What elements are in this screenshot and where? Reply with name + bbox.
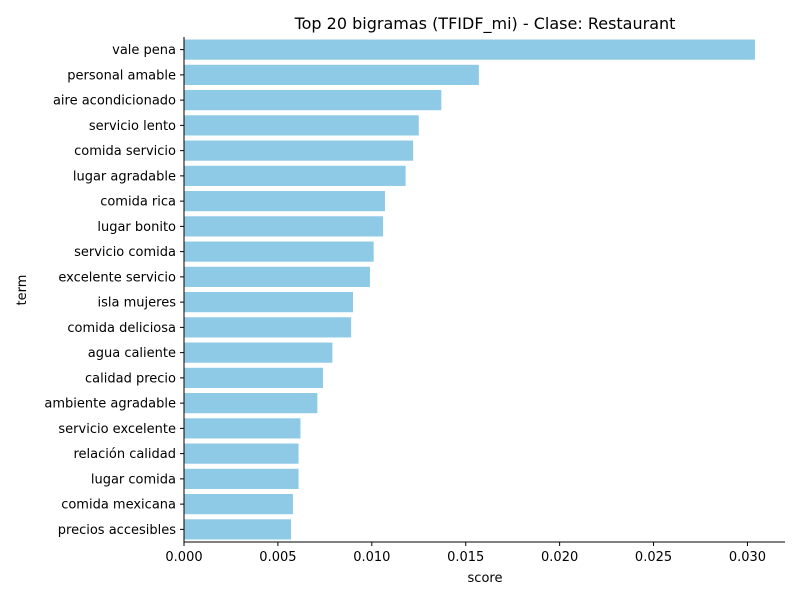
bar (184, 519, 292, 540)
bar (184, 367, 323, 388)
y-tick-label: relación calidad (73, 447, 176, 462)
bar (184, 266, 370, 287)
y-tick-label: agua caliente (88, 346, 176, 361)
x-tick-label: 0.025 (635, 550, 672, 565)
bar (184, 90, 442, 111)
y-tick-label: comida deliciosa (67, 321, 176, 336)
bar (184, 241, 374, 262)
bar (184, 140, 414, 161)
bar (184, 216, 384, 237)
x-tick-label: 0.000 (165, 550, 202, 565)
y-tick-label: calidad precio (85, 371, 176, 386)
bar (184, 494, 293, 515)
y-tick-label: lugar bonito (97, 220, 176, 235)
bar (184, 191, 385, 212)
y-tick-label: servicio lento (89, 119, 176, 134)
y-tick-label: ambiente agradable (44, 397, 176, 412)
bar (184, 115, 419, 136)
y-tick-label: vale pena (112, 43, 176, 58)
chart-title: Top 20 bigramas (TFIDF_mi) - Clase: Rest… (294, 14, 676, 34)
bar (184, 443, 299, 464)
y-tick-label: lugar agradable (73, 169, 176, 184)
bar (184, 64, 479, 85)
x-tick-label: 0.005 (259, 550, 296, 565)
y-tick-label: servicio comida (74, 245, 176, 260)
bar (184, 39, 755, 60)
bar (184, 393, 318, 414)
y-tick-label: personal amable (67, 68, 176, 83)
y-axis-ticks: vale pena personal amable aire acondiciona… (44, 43, 184, 538)
bar (184, 342, 333, 363)
y-tick-label: precios accesibles (58, 523, 176, 538)
y-tick-label: isla mujeres (98, 296, 177, 311)
y-tick-label: lugar comida (91, 472, 176, 487)
bar (184, 418, 301, 439)
y-tick-label: servicio excelente (58, 422, 176, 437)
y-axis-title: term (15, 275, 30, 306)
x-axis-ticks: 0.000 0.005 0.010 0.015 0.020 0.025 0.030 (165, 542, 766, 565)
y-tick-label: comida rica (100, 195, 176, 210)
bar (184, 317, 352, 338)
x-tick-label: 0.020 (541, 550, 578, 565)
x-tick-label: 0.010 (353, 550, 390, 565)
y-tick-label: aire acondicionado (53, 94, 176, 109)
bars-group (184, 39, 755, 540)
x-tick-label: 0.015 (447, 550, 484, 565)
x-axis-title: score (468, 571, 503, 586)
bar (184, 292, 354, 313)
bar (184, 468, 299, 489)
y-tick-label: comida mexicana (61, 498, 176, 513)
y-tick-label: excelente servicio (58, 270, 176, 285)
y-tick-label: comida servicio (74, 144, 176, 159)
bar (184, 165, 406, 186)
x-tick-label: 0.030 (729, 550, 766, 565)
